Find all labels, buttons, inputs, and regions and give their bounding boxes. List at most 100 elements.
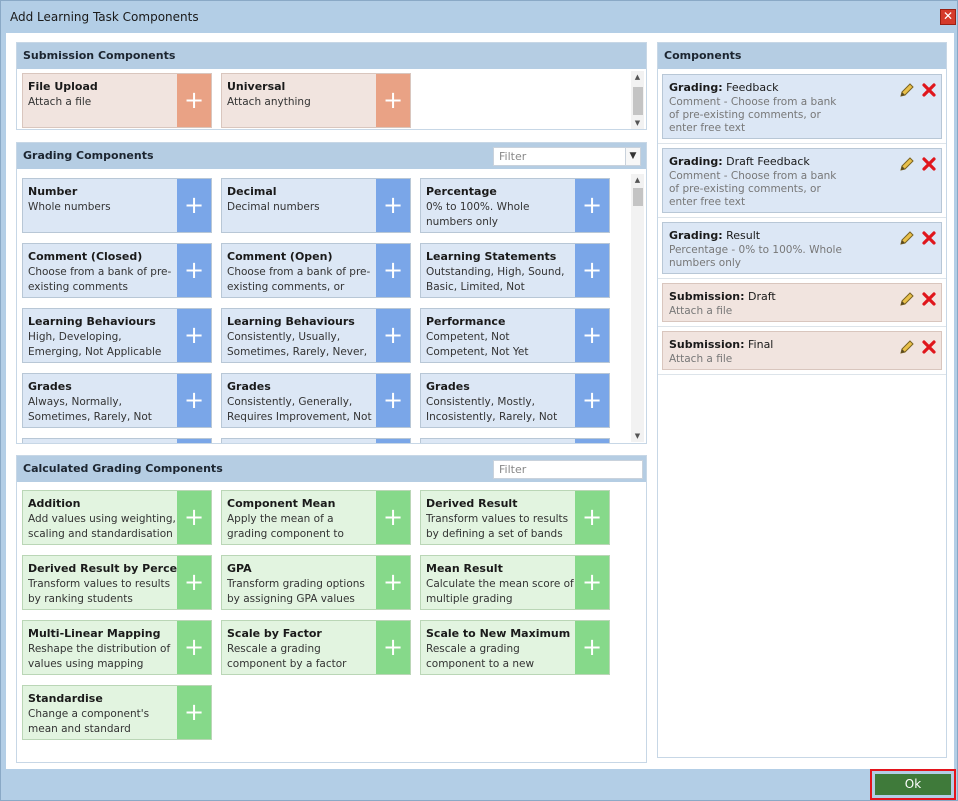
add-button[interactable]: + bbox=[376, 309, 410, 362]
add-button[interactable]: + bbox=[376, 621, 410, 674]
scroll-thumb[interactable] bbox=[633, 87, 643, 115]
submission-components-title: Submission Components bbox=[23, 49, 176, 62]
card-name: Derived Result bbox=[426, 497, 518, 510]
component-card-derived-result: Derived Result Transform values to result… bbox=[420, 490, 610, 545]
card-name: Scale to New Maximum bbox=[426, 627, 571, 640]
submission-components-panel: Submission Components File Upload Attach… bbox=[16, 42, 647, 130]
divider bbox=[658, 326, 946, 327]
scroll-down-icon[interactable]: ▼ bbox=[634, 119, 641, 127]
delete-icon[interactable] bbox=[921, 339, 937, 355]
scroll-thumb[interactable] bbox=[633, 188, 643, 206]
add-button[interactable]: + bbox=[575, 179, 609, 232]
component-name: Result bbox=[726, 229, 761, 242]
selected-component-final: Submission: Final Attach a file bbox=[662, 331, 942, 370]
divider bbox=[658, 278, 946, 279]
add-button[interactable]: + bbox=[575, 309, 609, 362]
card-name: Learning Behaviours bbox=[227, 315, 355, 328]
add-button[interactable]: + bbox=[376, 556, 410, 609]
delete-icon[interactable] bbox=[921, 230, 937, 246]
submission-scrollbar[interactable]: ▲ ▼ bbox=[631, 71, 644, 129]
add-button[interactable] bbox=[376, 439, 410, 443]
selected-component-result: Grading: Result Percentage - 0% to 100%. … bbox=[662, 222, 942, 274]
card-name: Grades bbox=[28, 380, 72, 393]
card-name: Learning Statements bbox=[426, 250, 557, 263]
card-name: Number bbox=[28, 185, 78, 198]
add-button[interactable]: + bbox=[376, 74, 410, 127]
component-name: Draft bbox=[748, 290, 776, 303]
scroll-up-icon[interactable]: ▲ bbox=[634, 73, 641, 81]
add-button[interactable] bbox=[177, 439, 211, 443]
component-card-performance: Performance Competent, Not Competent, Not… bbox=[420, 308, 610, 363]
pencil-icon[interactable] bbox=[899, 291, 915, 307]
divider bbox=[658, 143, 946, 144]
pencil-icon[interactable] bbox=[899, 230, 915, 246]
card-name: GPA bbox=[227, 562, 252, 575]
card-description: Consistently, Usually, Sometimes, Rarely… bbox=[227, 331, 368, 358]
selected-components-title: Components bbox=[664, 49, 742, 62]
add-button[interactable]: + bbox=[177, 556, 211, 609]
card-description: Consistently, Generally, Requires Improv… bbox=[227, 396, 372, 423]
component-type: Grading: bbox=[669, 229, 723, 242]
component-card-mean-result: Mean Result Calculate the mean score of m… bbox=[420, 555, 610, 610]
component-label: Submission: Draft bbox=[669, 290, 776, 303]
add-button[interactable]: + bbox=[376, 374, 410, 427]
card-name: Grades bbox=[426, 380, 470, 393]
grading-filter-input[interactable] bbox=[493, 147, 627, 166]
card-name: Learning Behaviours bbox=[28, 315, 156, 328]
grading-components-header: Grading Components ▼ bbox=[17, 143, 646, 169]
component-card-learning-behaviours: Learning Behaviours High, Developing, Eme… bbox=[22, 308, 212, 363]
card-description: Always, Normally, Sometimes, Rarely, Not… bbox=[28, 396, 152, 423]
add-button[interactable]: + bbox=[177, 686, 211, 739]
component-card-comment-closed: Comment (Closed) Choose from a bank of pr… bbox=[22, 243, 212, 298]
component-card-grades: Grades Always, Normally, Sometimes, Rarel… bbox=[22, 373, 212, 428]
component-type: Grading: bbox=[669, 81, 723, 94]
component-type: Grading: bbox=[669, 155, 723, 168]
component-type: Submission: bbox=[669, 338, 745, 351]
pencil-icon[interactable] bbox=[899, 339, 915, 355]
component-card-comment-open: Comment (Open) Choose from a bank of pre-… bbox=[221, 243, 411, 298]
delete-icon[interactable] bbox=[921, 291, 937, 307]
grading-components-panel: Grading Components ▼ Number Whole numbers… bbox=[16, 142, 647, 444]
add-button[interactable]: + bbox=[575, 491, 609, 544]
grading-scrollbar[interactable]: ▲ ▼ bbox=[631, 174, 644, 442]
delete-icon[interactable] bbox=[921, 156, 937, 172]
scroll-up-icon[interactable]: ▲ bbox=[634, 176, 641, 184]
ok-button[interactable]: Ok bbox=[875, 774, 951, 795]
close-icon[interactable]: ✕ bbox=[940, 9, 956, 25]
component-card-gpa: GPA Transform grading options by assignin… bbox=[221, 555, 411, 610]
add-button[interactable]: + bbox=[376, 244, 410, 297]
pencil-icon[interactable] bbox=[899, 82, 915, 98]
chevron-down-icon[interactable]: ▼ bbox=[625, 147, 641, 166]
divider bbox=[658, 374, 946, 375]
add-button[interactable]: + bbox=[177, 244, 211, 297]
add-button[interactable]: + bbox=[177, 374, 211, 427]
add-button[interactable]: + bbox=[376, 491, 410, 544]
add-button[interactable]: + bbox=[575, 244, 609, 297]
card-name: Scale by Factor bbox=[227, 627, 322, 640]
scroll-down-icon[interactable]: ▼ bbox=[634, 432, 641, 440]
card-name: Mean Result bbox=[426, 562, 503, 575]
add-button[interactable]: + bbox=[177, 491, 211, 544]
add-button[interactable]: + bbox=[177, 74, 211, 127]
card-description: High, Developing, Emerging, Not Applicab… bbox=[28, 331, 162, 358]
calculated-components-panel: Calculated Grading Components AdditionAd… bbox=[16, 455, 647, 763]
add-button[interactable]: + bbox=[575, 556, 609, 609]
card-description: Whole numbers bbox=[28, 201, 111, 213]
card-description: Rescale a grading component by a factor bbox=[227, 643, 347, 670]
add-button[interactable]: + bbox=[575, 621, 609, 674]
calculated-filter-input[interactable] bbox=[493, 460, 643, 479]
delete-icon[interactable] bbox=[921, 82, 937, 98]
selected-components-panel: Components Grading: Feedback Comment - Ch… bbox=[657, 42, 947, 758]
add-button[interactable]: + bbox=[177, 309, 211, 362]
add-button[interactable]: + bbox=[177, 621, 211, 674]
add-button[interactable]: + bbox=[575, 374, 609, 427]
pencil-icon[interactable] bbox=[899, 156, 915, 172]
card-name: Multi-Linear Mapping bbox=[28, 627, 161, 640]
card-description: Decimal numbers bbox=[227, 201, 320, 213]
add-button[interactable]: + bbox=[177, 179, 211, 232]
add-button[interactable]: + bbox=[376, 179, 410, 232]
card-name: Comment (Open) bbox=[227, 250, 333, 263]
grading-components-title: Grading Components bbox=[23, 149, 154, 162]
add-button[interactable] bbox=[575, 439, 609, 443]
component-name: Feedback bbox=[726, 81, 779, 94]
